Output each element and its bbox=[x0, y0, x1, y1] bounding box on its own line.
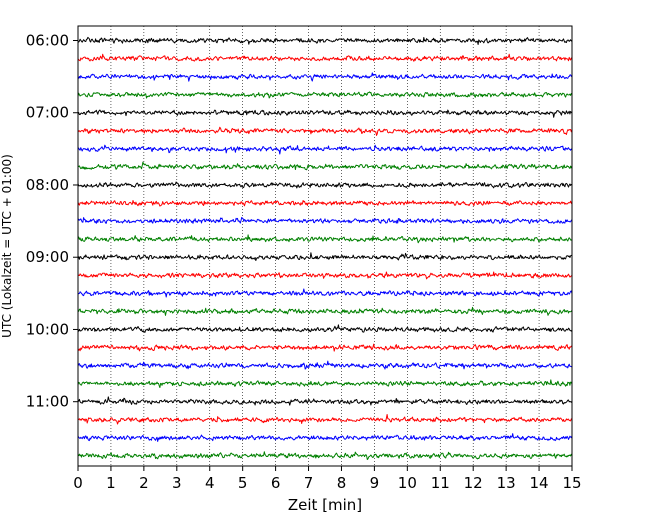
x-tick-label: 8 bbox=[337, 474, 347, 492]
seismogram-trace-0800 bbox=[77, 181, 573, 189]
seismogram-trace-1015 bbox=[77, 343, 573, 352]
y-axis-label: UTC (Lokalzeit = UTC + 01:00) bbox=[0, 154, 14, 338]
seismogram-trace-1145 bbox=[77, 451, 573, 461]
seismogram-trace-0945 bbox=[77, 306, 573, 316]
x-tick-label: 2 bbox=[139, 474, 149, 492]
x-tick-label: 13 bbox=[497, 474, 516, 492]
x-tick-label: 0 bbox=[73, 474, 83, 492]
seismogram-trace-0645 bbox=[77, 91, 573, 99]
y-tick-label: 07:00 bbox=[26, 104, 69, 122]
seismogram-trace-0630 bbox=[77, 72, 573, 82]
seismogram-traces bbox=[77, 36, 573, 461]
seismogram-trace-0845 bbox=[77, 234, 573, 244]
x-tick-label: 4 bbox=[205, 474, 215, 492]
seismogram-trace-0730 bbox=[77, 144, 573, 155]
seismogram-trace-0830 bbox=[77, 216, 573, 225]
x-axis-label: Zeit [min] bbox=[288, 496, 362, 514]
x-tick-label: 1 bbox=[106, 474, 116, 492]
x-tick-label: 9 bbox=[370, 474, 380, 492]
seismogram-trace-0700 bbox=[77, 109, 573, 118]
x-tick-label: 15 bbox=[562, 474, 581, 492]
y-tick-label: 10:00 bbox=[26, 320, 69, 338]
y-tick-label: 09:00 bbox=[26, 248, 69, 266]
x-tick-label: 5 bbox=[238, 474, 248, 492]
seismogram-trace-1115 bbox=[77, 414, 573, 425]
x-tick-label: 11 bbox=[431, 474, 450, 492]
seismogram-trace-1030 bbox=[77, 360, 573, 370]
y-axis-ticks: 06:00 07:00 08:00 09:00 10:00 11:00 bbox=[26, 32, 78, 411]
seismogram-trace-0615 bbox=[77, 53, 573, 62]
grid-lines bbox=[110, 26, 540, 466]
x-tick-label: 12 bbox=[464, 474, 483, 492]
y-tick-label: 11:00 bbox=[26, 393, 69, 411]
seismogram-trace-0815 bbox=[77, 199, 573, 207]
plot-frame bbox=[77, 25, 573, 467]
seismogram-trace-1000 bbox=[77, 324, 573, 333]
x-tick-label: 7 bbox=[304, 474, 314, 492]
seismogram-trace-1045 bbox=[77, 379, 573, 389]
x-axis-ticks: 0 1 2 3 4 5 6 7 8 9 10 11 12 13 14 15 bbox=[73, 466, 582, 492]
x-tick-label: 10 bbox=[398, 474, 417, 492]
seismogram-trace-0915 bbox=[77, 271, 573, 280]
seismogram-trace-1100 bbox=[77, 396, 573, 406]
x-tick-label: 6 bbox=[271, 474, 281, 492]
seismogram-trace-1130 bbox=[77, 433, 573, 442]
y-tick-label: 08:00 bbox=[26, 176, 69, 194]
seismogram-trace-0745 bbox=[77, 161, 573, 171]
x-tick-label: 14 bbox=[530, 474, 549, 492]
seismogram-trace-0930 bbox=[77, 288, 573, 298]
x-tick-label: 3 bbox=[172, 474, 182, 492]
y-tick-label: 06:00 bbox=[26, 32, 69, 50]
seismogram-trace-0900 bbox=[77, 252, 573, 262]
seismogram-trace-0715 bbox=[77, 126, 573, 136]
seismogram-trace-0600 bbox=[77, 36, 573, 45]
